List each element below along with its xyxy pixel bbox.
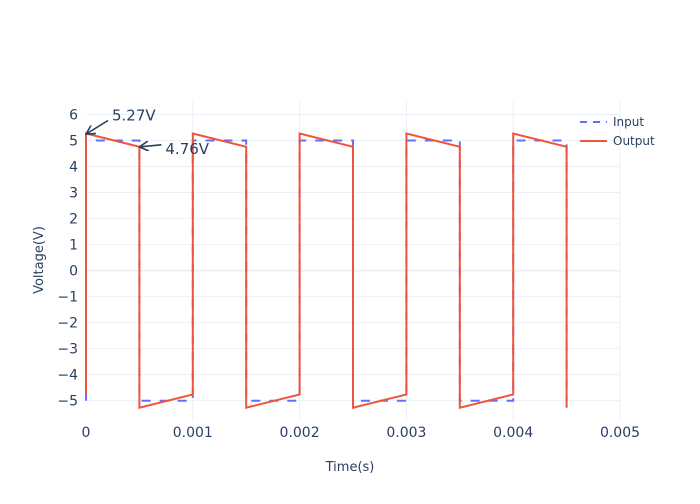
y-tick-label: 6 xyxy=(69,108,78,124)
annotation-label: 4.76V xyxy=(165,140,209,158)
legend-label: Input xyxy=(613,115,644,129)
x-tick-label: 0 xyxy=(82,425,91,441)
series-layer xyxy=(85,132,568,409)
y-tick-label: 4 xyxy=(69,160,78,176)
y-tick-label: 2 xyxy=(69,212,78,228)
legend-label: Output xyxy=(613,134,655,148)
x-tick-label: 0.001 xyxy=(173,425,213,441)
x-axis-title: Time(s) xyxy=(325,460,375,475)
annotation-arrow xyxy=(140,145,162,147)
y-axis-title: Voltage(V) xyxy=(32,226,47,294)
annotation-arrow xyxy=(87,119,109,134)
y-tick-label: 3 xyxy=(69,186,78,202)
x-tick-label: 0.005 xyxy=(600,425,640,441)
x-tick-labels: 0 0.001 0.002 0.003 0.004 0.005 xyxy=(82,425,641,441)
legend[interactable]: Input Output xyxy=(580,115,655,148)
y-tick-label: 1 xyxy=(69,238,78,254)
annotation-layer: 5.27V 4.76V xyxy=(87,107,210,158)
series-line-input xyxy=(85,139,568,402)
y-tick-label: −4 xyxy=(57,368,78,384)
annotation-label: 5.27V xyxy=(112,107,156,125)
y-tick-label: −1 xyxy=(57,290,78,306)
legend-item-output[interactable]: Output xyxy=(580,134,655,148)
y-tick-label: 5 xyxy=(69,134,78,150)
x-tick-label: 0.002 xyxy=(280,425,320,441)
x-tick-label: 0.003 xyxy=(386,425,426,441)
x-tick-label: 0.004 xyxy=(493,425,533,441)
y-tick-label: −5 xyxy=(57,394,78,410)
y-tick-labels: −5 −4 −3 −2 −1 0 1 2 3 4 5 6 xyxy=(57,108,78,410)
y-tick-label: −3 xyxy=(57,342,78,358)
legend-item-input[interactable]: Input xyxy=(580,115,644,129)
y-tick-label: 0 xyxy=(69,264,78,280)
y-tick-label: −2 xyxy=(57,316,78,332)
series-line-output xyxy=(85,132,568,409)
